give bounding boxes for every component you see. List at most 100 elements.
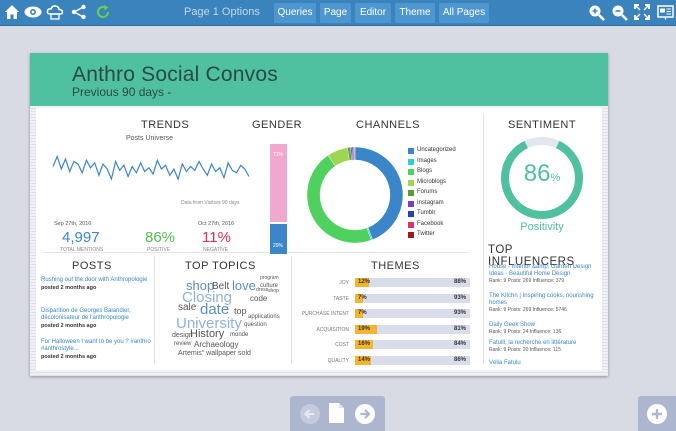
gender-female-pct: 71% xyxy=(273,152,284,158)
trends-end-date: Oct 27th, 2016 xyxy=(198,221,235,227)
legend-label: Uncategorized xyxy=(417,147,456,153)
influencer-metrics: Rank: 9 Posts: 20 Influence: 115 xyxy=(489,347,561,353)
refresh-icon[interactable] xyxy=(94,3,112,21)
theme-bar-fill xyxy=(355,293,364,303)
theme-positive-label: 84% xyxy=(453,341,466,347)
topic-word[interactable]: Belt xyxy=(212,281,230,292)
post-date: posted 2 months ago xyxy=(41,354,97,360)
tab-theme[interactable]: Theme xyxy=(395,3,435,23)
post-title[interactable]: For Halloween I want to be you ? #anthro… xyxy=(41,339,151,352)
next-page-button[interactable] xyxy=(355,404,375,424)
tab-all-pages[interactable]: All Pages xyxy=(439,3,489,23)
dashboard-title: Anthro Social Convos xyxy=(72,63,278,86)
topic-word[interactable]: review xyxy=(174,341,192,347)
previous-page-button[interactable] xyxy=(300,404,320,424)
topic-word[interactable]: code xyxy=(250,294,268,303)
page-document-icon[interactable] xyxy=(328,402,345,424)
topic-word[interactable]: monde xyxy=(230,332,249,338)
topic-word[interactable]: program xyxy=(260,275,279,281)
topic-word[interactable]: date xyxy=(200,301,230,318)
topic-word[interactable]: design xyxy=(172,332,193,339)
influencer-name[interactable]: The Kitchn | Inspiring cooks, nourishing… xyxy=(489,293,594,306)
gauge-value-arc xyxy=(501,140,583,219)
topic-word[interactable]: shop xyxy=(186,278,215,293)
post-title[interactable]: Rushing out the door with Anthropologie xyxy=(41,277,148,283)
topic-word[interactable]: Closing xyxy=(182,289,233,306)
influencer-name[interactable]: Vélia Fatulu xyxy=(489,360,521,366)
post-item[interactable]: Rushing out the door with Anthropologie … xyxy=(41,277,151,292)
influencer-item[interactable]: Vélia Fatulu xyxy=(489,360,604,367)
trends-start-date: Sep 27th, 2016 xyxy=(54,221,92,227)
dashboard-subtitle: Previous 90 days - xyxy=(72,85,172,99)
fullscreen-icon[interactable] xyxy=(633,3,651,21)
share-icon[interactable] xyxy=(70,3,88,21)
theme-row: QUALITY 14% 86% xyxy=(297,355,472,366)
influencer-name[interactable]: Fatulli, la recherche en littérature xyxy=(489,340,577,346)
zoom-out-icon[interactable] xyxy=(610,3,628,21)
post-title[interactable]: Disparition de Georges Balandier, décolo… xyxy=(41,308,131,321)
influencer-item[interactable]: Fatulli, la recherche en littérature Ran… xyxy=(489,340,604,354)
sentiment-unit: % xyxy=(550,172,561,184)
zoom-in-icon[interactable] xyxy=(587,3,605,21)
channels-heading: CHANNELS xyxy=(356,119,420,131)
theme-bar-fill xyxy=(355,324,377,334)
posts-heading: POSTS xyxy=(72,260,112,272)
eye-icon[interactable] xyxy=(24,3,42,21)
divider xyxy=(44,252,469,253)
total-mentions-value: 4,997 xyxy=(62,229,100,246)
home-icon[interactable] xyxy=(3,3,21,21)
tab-queries[interactable]: Queries xyxy=(274,3,316,23)
influencer-item[interactable]: The Kitchn | Inspiring cooks, nourishing… xyxy=(489,293,604,314)
topic-word[interactable]: culture xyxy=(260,283,279,289)
topic-word[interactable]: applications xyxy=(248,314,280,320)
trends-heading: TRENDS xyxy=(141,119,190,131)
legend-swatch xyxy=(408,221,414,228)
legend-item: Microblogs xyxy=(408,179,446,188)
gender-bar: 71% 29% xyxy=(270,144,287,254)
legend-swatch xyxy=(408,190,414,196)
legend-label: Blogs xyxy=(417,168,433,174)
theme-bar: 16% 84% xyxy=(355,340,470,349)
tab-page[interactable]: Page xyxy=(320,3,351,23)
topic-word[interactable]: sale xyxy=(178,302,197,313)
add-page-button[interactable] xyxy=(647,404,667,424)
legend-item: Instagram xyxy=(408,200,444,209)
topic-word[interactable]: Artemis" wallpaper sold xyxy=(178,350,251,357)
sentiment-value-wrap: 86% xyxy=(499,160,585,188)
topics-word-cloud: shop Belt love program culture shop Clos… xyxy=(160,276,288,368)
influencer-item[interactable]: House - Interior &amp; Garden Design Ide… xyxy=(489,264,604,285)
topic-word[interactable]: love xyxy=(232,278,256,293)
donut-slice xyxy=(354,146,356,161)
influencer-metrics: Rank: 9 Posts: 24 Influence: 136 xyxy=(489,329,562,335)
influencer-name[interactable]: House - Interior &amp; Garden Design Ide… xyxy=(489,264,592,277)
legend-label: Forums xyxy=(417,189,438,195)
influencer-metrics: Rank: 9 Posts: 269 Influence: 379 xyxy=(489,278,565,284)
tab-editor[interactable]: Editor xyxy=(355,3,391,23)
legend-label: Twitter xyxy=(417,231,435,237)
cloud-icon[interactable] xyxy=(46,3,64,21)
post-item[interactable]: For Halloween I want to be you ? #anthro… xyxy=(41,339,151,361)
topic-word[interactable]: shop xyxy=(268,288,279,294)
topic-word[interactable]: University xyxy=(176,315,242,332)
negative-label: NEGATIVE xyxy=(203,247,228,253)
theme-row: TASTE 7% 93% xyxy=(297,293,472,304)
influencer-item[interactable]: Daily Geek Show Rank: 9 Posts: 24 Influe… xyxy=(489,322,604,336)
topic-word[interactable]: question xyxy=(244,322,267,328)
legend-item: Blogs xyxy=(408,168,432,177)
legend-label: Instagram xyxy=(417,199,444,206)
page-options-title[interactable]: Page 1 Options xyxy=(184,6,260,18)
topic-word[interactable]: dress xyxy=(256,287,269,293)
theme-name: TASTE xyxy=(333,295,349,302)
topic-word[interactable]: History xyxy=(190,328,225,340)
legend-item: Facebook xyxy=(408,221,443,230)
theme-bar: 7% 93% xyxy=(355,293,470,303)
legend-swatch xyxy=(408,158,414,165)
page-navigation xyxy=(290,396,385,431)
theme-value-label: 19% xyxy=(358,325,371,332)
topic-word[interactable]: top xyxy=(234,306,247,316)
presentation-icon[interactable] xyxy=(656,3,674,21)
topic-word[interactable]: Archaeology xyxy=(194,340,239,349)
influencer-name[interactable]: Daily Geek Show xyxy=(489,322,536,328)
channels-legend: Uncategorized Images Blogs Microblogs Forums… xyxy=(408,147,478,242)
post-item[interactable]: Disparition de Georges Balandier, décolo… xyxy=(41,308,151,330)
